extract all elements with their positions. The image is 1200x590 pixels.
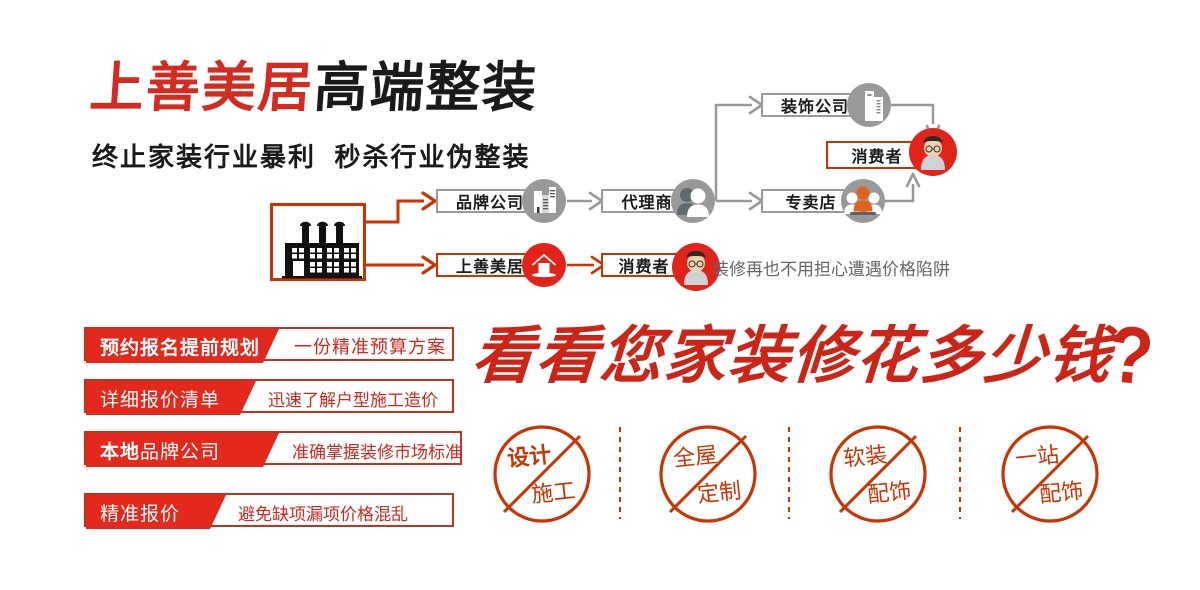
svg-text:软装: 软装 bbox=[842, 442, 888, 471]
svg-text:设计: 设计 bbox=[506, 442, 552, 471]
svg-text:定制: 定制 bbox=[696, 478, 742, 507]
svg-text:全屋: 全屋 bbox=[672, 442, 718, 471]
svg-text:配饰: 配饰 bbox=[866, 478, 912, 507]
svg-text:一站: 一站 bbox=[1014, 442, 1060, 471]
svg-text:施工: 施工 bbox=[530, 478, 576, 507]
svg-text:配饰: 配饰 bbox=[1038, 478, 1084, 507]
